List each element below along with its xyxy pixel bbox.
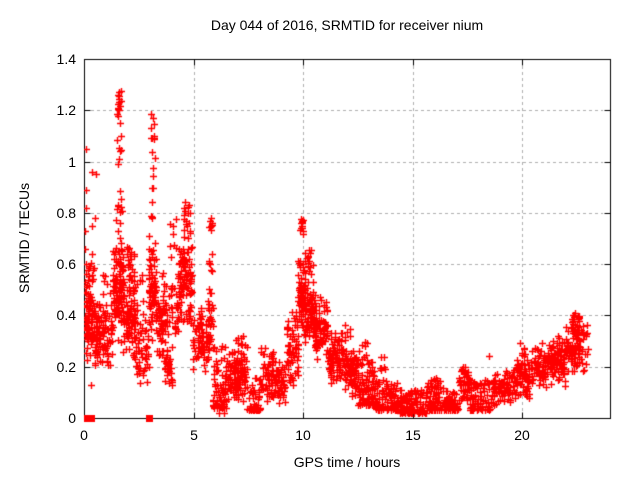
y-tick-label: 0.2 [56, 359, 76, 375]
x-tick-label: 10 [295, 427, 311, 443]
y-tick-label: 0.6 [56, 256, 76, 272]
y-tick-label: 1 [68, 154, 76, 170]
chart-title: Day 044 of 2016, SRMTID for receiver niu… [210, 17, 484, 33]
x-axis-label: GPS time / hours [293, 454, 401, 470]
x-tick-label: 15 [405, 427, 421, 443]
y-tick-label: 0.8 [56, 205, 76, 221]
x-tick-label: 0 [80, 427, 88, 443]
x-tick-label: 20 [514, 427, 530, 443]
y-tick-label: 1.2 [56, 102, 76, 118]
y-tick-label: 0 [68, 410, 76, 426]
y-tick-label: 1.4 [56, 51, 76, 67]
y-axis-label: SRMTID / TECUs [16, 182, 32, 294]
x-tick-label: 5 [190, 427, 198, 443]
y-tick-label: 0.4 [56, 307, 76, 323]
